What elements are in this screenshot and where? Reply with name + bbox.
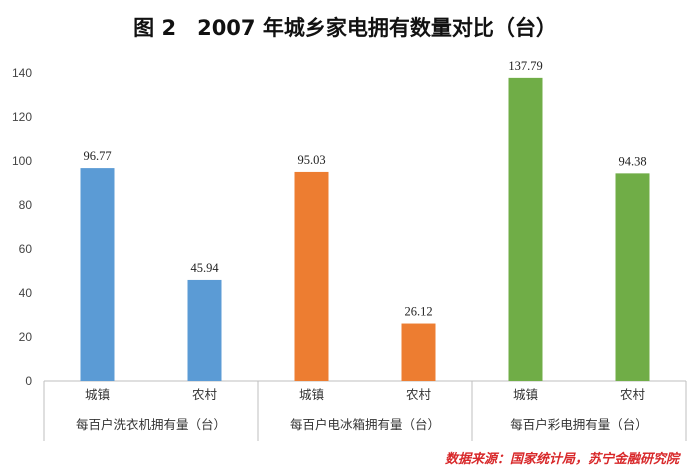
x-category-label: 城镇 bbox=[513, 387, 538, 402]
y-tick-label: 120 bbox=[12, 110, 32, 124]
x-category-label: 城镇 bbox=[85, 387, 110, 402]
x-category-label: 农村 bbox=[192, 387, 218, 402]
x-category-label: 农村 bbox=[620, 387, 646, 402]
data-label: 94.38 bbox=[618, 154, 646, 168]
group-label: 每百户电冰箱拥有量（台） bbox=[290, 417, 440, 432]
data-label: 95.03 bbox=[297, 153, 325, 167]
y-tick-label: 40 bbox=[19, 286, 33, 300]
y-tick-label: 140 bbox=[12, 66, 32, 80]
bar bbox=[294, 171, 329, 381]
bar bbox=[80, 168, 115, 381]
plot-area: 0 20 40 60 80 100 120 140 96.77 城镇 45.94 农村每百户洗衣机拥有… bbox=[12, 59, 687, 441]
data-label: 45.94 bbox=[190, 261, 219, 275]
group-label: 每百户洗衣机拥有量（台） bbox=[76, 417, 226, 432]
y-tick-label: 20 bbox=[19, 330, 33, 344]
y-tick-label: 60 bbox=[19, 242, 33, 256]
y-tick-label: 100 bbox=[12, 154, 32, 168]
chart-title: 图 2 2007 年城乡家电拥有数量对比（台） bbox=[133, 16, 557, 40]
data-label: 96.77 bbox=[83, 149, 111, 163]
bar bbox=[401, 323, 436, 381]
data-label: 26.12 bbox=[404, 305, 432, 319]
bar bbox=[187, 279, 222, 381]
x-category-label: 城镇 bbox=[299, 387, 324, 402]
source-note: 数据来源：国家统计局，苏宁金融研究院 bbox=[445, 451, 682, 467]
x-category-label: 农村 bbox=[406, 387, 432, 402]
y-tick-label: 80 bbox=[19, 198, 33, 212]
y-tick-label: 0 bbox=[25, 374, 32, 388]
bar bbox=[615, 173, 650, 381]
data-label: 137.79 bbox=[508, 59, 542, 73]
group-label: 每百户彩电拥有量（台） bbox=[510, 417, 648, 432]
bar bbox=[508, 77, 543, 381]
